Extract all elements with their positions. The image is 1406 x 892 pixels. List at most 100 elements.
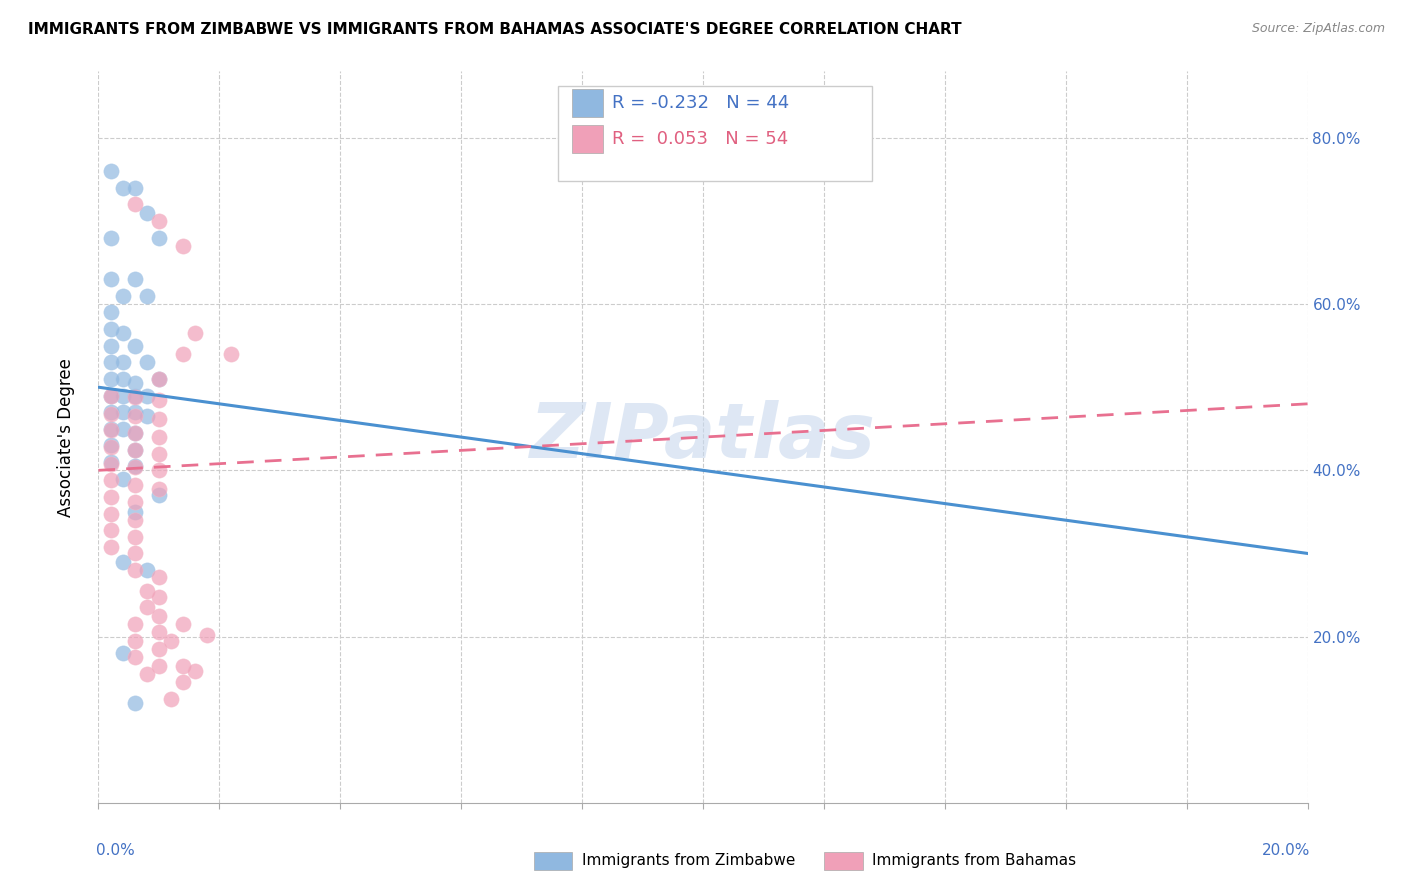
Point <box>221 347 243 361</box>
Text: IMMIGRANTS FROM ZIMBABWE VS IMMIGRANTS FROM BAHAMAS ASSOCIATE'S DEGREE CORRELATI: IMMIGRANTS FROM ZIMBABWE VS IMMIGRANTS F… <box>28 22 962 37</box>
Point <box>124 425 146 440</box>
Point <box>135 583 157 598</box>
Point <box>100 305 122 319</box>
Point <box>100 507 122 521</box>
Point <box>135 388 157 402</box>
Point <box>148 488 170 502</box>
Point <box>135 289 157 303</box>
Point <box>172 347 194 361</box>
Point <box>124 478 146 492</box>
Point <box>111 422 134 436</box>
Point <box>111 472 134 486</box>
Point <box>148 658 170 673</box>
Point <box>172 675 194 690</box>
Point <box>148 590 170 604</box>
Point <box>100 457 122 471</box>
Text: 20.0%: 20.0% <box>1261 843 1310 858</box>
Point <box>100 405 122 419</box>
Point <box>124 460 146 475</box>
Point <box>111 355 134 369</box>
Point <box>148 625 170 640</box>
Point <box>148 482 170 496</box>
Text: ZIPatlas: ZIPatlas <box>530 401 876 474</box>
Point <box>124 513 146 527</box>
Point <box>124 180 146 194</box>
Text: Immigrants from Bahamas: Immigrants from Bahamas <box>872 853 1077 868</box>
Point <box>100 490 122 504</box>
Point <box>172 617 194 632</box>
Point <box>148 372 170 386</box>
Point <box>124 617 146 632</box>
Point <box>148 447 170 461</box>
Point <box>100 355 122 369</box>
Point <box>124 563 146 577</box>
Point <box>100 230 122 244</box>
Point <box>160 692 183 706</box>
Point <box>100 322 122 336</box>
Point <box>100 164 122 178</box>
Point <box>124 409 146 424</box>
FancyBboxPatch shape <box>558 86 872 181</box>
Point <box>124 495 146 509</box>
Point <box>100 455 122 469</box>
Point <box>100 438 122 452</box>
Point <box>100 440 122 454</box>
Point <box>135 600 157 615</box>
Point <box>100 272 122 286</box>
Point <box>195 628 218 642</box>
Point <box>111 326 134 341</box>
Point <box>124 338 146 352</box>
Text: 0.0%: 0.0% <box>96 843 135 858</box>
Bar <box>572 126 603 153</box>
Point <box>111 555 134 569</box>
Point <box>124 505 146 519</box>
Point <box>160 633 183 648</box>
Text: Immigrants from Zimbabwe: Immigrants from Zimbabwe <box>582 853 796 868</box>
Text: Source: ZipAtlas.com: Source: ZipAtlas.com <box>1251 22 1385 36</box>
Point <box>100 388 122 402</box>
Y-axis label: Associate's Degree: Associate's Degree <box>56 358 75 516</box>
Point <box>135 355 157 369</box>
Text: R = -0.232   N = 44: R = -0.232 N = 44 <box>613 94 790 112</box>
Point <box>124 633 146 648</box>
Point <box>111 405 134 419</box>
Point <box>100 388 122 402</box>
Point <box>100 473 122 487</box>
Point <box>124 405 146 419</box>
Point <box>124 650 146 665</box>
Point <box>135 205 157 219</box>
Point <box>100 422 122 436</box>
Point <box>135 667 157 681</box>
Point <box>148 411 170 425</box>
Point <box>148 608 170 623</box>
Point <box>124 530 146 544</box>
Point <box>124 272 146 286</box>
Point <box>135 563 157 577</box>
Point <box>184 665 207 679</box>
Point <box>124 546 146 560</box>
Point <box>100 540 122 554</box>
Bar <box>824 852 863 870</box>
Point <box>172 239 194 253</box>
Bar <box>572 89 603 117</box>
Point <box>148 214 170 228</box>
Bar <box>534 852 572 870</box>
Point <box>111 388 134 402</box>
Point <box>111 289 134 303</box>
Point <box>124 376 146 390</box>
Point <box>148 570 170 584</box>
Point <box>148 392 170 407</box>
Point <box>124 442 146 457</box>
Point <box>100 424 122 438</box>
Point <box>124 197 146 211</box>
Point <box>124 459 146 474</box>
Point <box>100 523 122 537</box>
Point <box>124 696 146 710</box>
Point <box>111 180 134 194</box>
Point <box>135 409 157 424</box>
Point <box>172 658 194 673</box>
Text: R =  0.053   N = 54: R = 0.053 N = 54 <box>613 130 789 148</box>
Point <box>111 372 134 386</box>
Point <box>111 646 134 660</box>
Point <box>184 326 207 341</box>
